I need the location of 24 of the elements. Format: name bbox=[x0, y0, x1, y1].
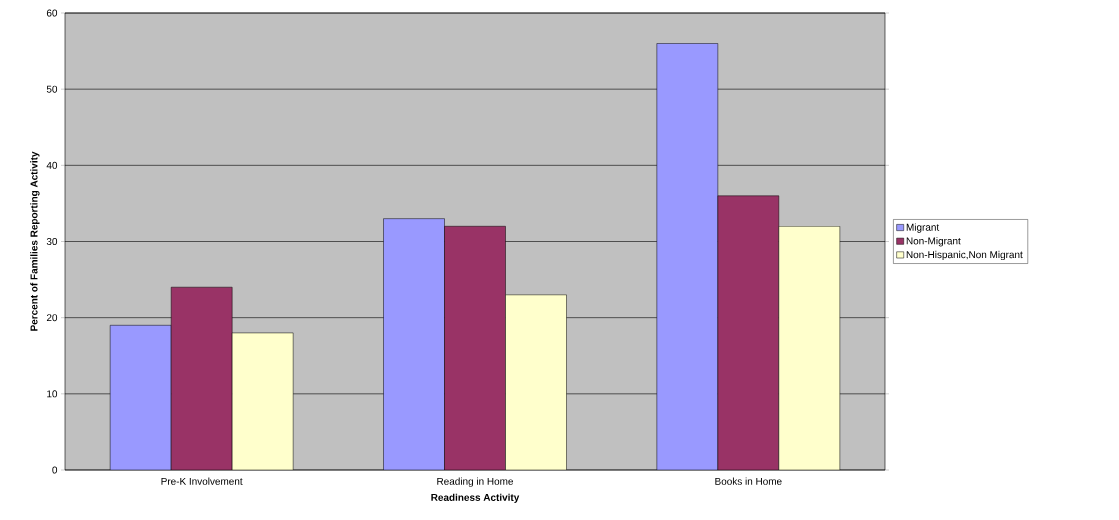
bar bbox=[444, 226, 506, 470]
y-tick-label: 20 bbox=[46, 314, 58, 322]
legend-label: Migrant bbox=[906, 223, 940, 233]
y-tick-label: 10 bbox=[47, 390, 58, 398]
y-tick-label: 0 bbox=[52, 466, 58, 474]
x-tick-label: Reading in Home bbox=[437, 477, 514, 487]
y-tick-label: 30 bbox=[46, 237, 58, 246]
y-axis-title: Percent of Families Reporting Activity bbox=[30, 151, 40, 331]
bar bbox=[656, 43, 719, 470]
bar bbox=[383, 218, 445, 470]
x-tick-label: Books in Home bbox=[715, 477, 782, 485]
bar bbox=[717, 195, 780, 470]
y-tick-label: 50 bbox=[46, 85, 58, 93]
y-tick-label: 40 bbox=[46, 161, 58, 169]
bar bbox=[231, 332, 294, 470]
bar bbox=[170, 286, 233, 470]
x-tick-label: Pre-K Involvement bbox=[161, 477, 243, 485]
bar bbox=[778, 226, 841, 470]
legend-label: Non-Hispanic,Non Migrant bbox=[906, 250, 1023, 261]
legend-label: Non-Migrant bbox=[906, 237, 961, 247]
y-tick-label: 60 bbox=[46, 9, 58, 17]
bar bbox=[505, 294, 567, 470]
x-axis-title: Readiness Activity bbox=[431, 493, 520, 503]
bar bbox=[109, 325, 172, 470]
